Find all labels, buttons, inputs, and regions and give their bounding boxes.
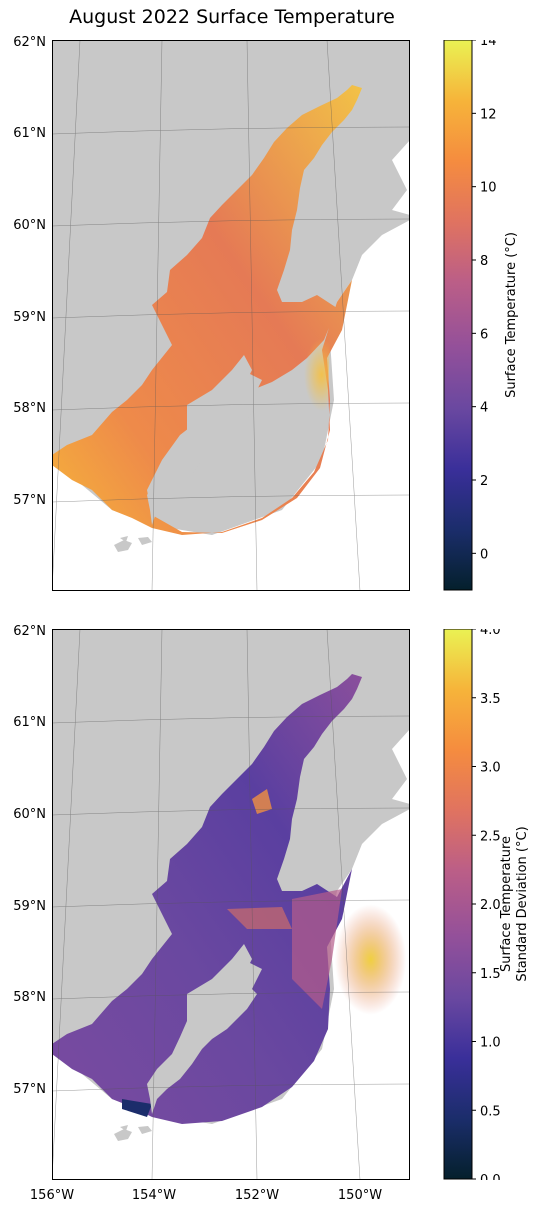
- temperature-map: [52, 40, 410, 591]
- colorbar-tick-label: 4: [480, 401, 488, 416]
- colorbar-tick-label: 3.5: [480, 692, 501, 707]
- colorbar-tick-label: 2: [480, 474, 488, 489]
- colorbar-tick-label: 2.0: [480, 898, 501, 913]
- colorbar-tick-label: 8: [480, 254, 488, 269]
- colorbar-tick-label: 4.0: [480, 629, 501, 638]
- temperature-colorbar: 0 2 4 6 8 10 12 14 Surface Temperature (°C): [443, 40, 519, 591]
- lon-tick-154w: 154°W: [132, 1188, 176, 1203]
- colorbar-gradient: [443, 40, 473, 591]
- lat-tick-62: 62°N: [13, 35, 46, 50]
- lat-tick-61: 61°N: [13, 126, 46, 141]
- colorbar-tick-label: 12: [480, 107, 497, 122]
- colorbar-gradient: [443, 629, 473, 1180]
- colorbar-tick-label: 14: [480, 40, 497, 49]
- colorbar-tick-label: 6: [480, 327, 488, 342]
- lat-tick-59: 59°N: [13, 899, 46, 914]
- open-ocean: [52, 220, 410, 591]
- colorbar-tick-label: 0.0: [480, 1173, 501, 1180]
- lat-tick-60: 60°N: [13, 807, 46, 822]
- lat-tick-57: 57°N: [13, 1082, 46, 1097]
- lon-tick-156w: 156°W: [30, 1188, 74, 1203]
- lon-tick-152w: 152°W: [235, 1188, 279, 1203]
- colorbar-tick-label: 2.5: [480, 829, 501, 844]
- colorbar-tick-label: 1.0: [480, 1036, 501, 1051]
- std-deviation-map: [52, 629, 410, 1180]
- std-deviation-colorbar: 0.0 0.5 1.0 1.5 2.0 2.5 3.0 3.5 4.0 Surface Temp…: [443, 629, 530, 1180]
- colorbar-tick-label: 0.5: [480, 1104, 501, 1119]
- colorbar-title-line2: Standard Deviation (°C): [515, 826, 530, 981]
- bottom-lat-axis: 62°N 61°N 60°N 59°N 58°N 57°N: [13, 624, 46, 1097]
- colorbar-title-line1: Surface Temperature: [499, 836, 514, 972]
- lat-tick-58: 58°N: [13, 990, 46, 1005]
- colorbar-title: Surface Temperature (°C): [504, 232, 519, 398]
- small-islands: [114, 1125, 152, 1141]
- colorbar-tick-label: 10: [480, 181, 497, 196]
- lon-tick-150w: 150°W: [338, 1188, 382, 1203]
- figure-title: August 2022 Surface Temperature: [69, 6, 395, 28]
- colorbar-tick-label: 1.5: [480, 967, 501, 982]
- lat-tick-58: 58°N: [13, 401, 46, 416]
- temperature-field: [52, 85, 362, 535]
- colorbar-tick-label: 0: [480, 547, 488, 562]
- colorbar-tick-label: 3.0: [480, 761, 501, 776]
- lat-tick-61: 61°N: [13, 715, 46, 730]
- small-islands: [114, 536, 152, 552]
- top-lat-axis: 62°N 61°N 60°N 59°N 58°N 57°N: [13, 35, 46, 508]
- lat-tick-60: 60°N: [13, 218, 46, 233]
- lat-tick-59: 59°N: [13, 310, 46, 325]
- lon-axis: 156°W 154°W 152°W 150°W: [30, 1188, 382, 1203]
- lat-tick-62: 62°N: [13, 624, 46, 639]
- lat-tick-57: 57°N: [13, 493, 46, 508]
